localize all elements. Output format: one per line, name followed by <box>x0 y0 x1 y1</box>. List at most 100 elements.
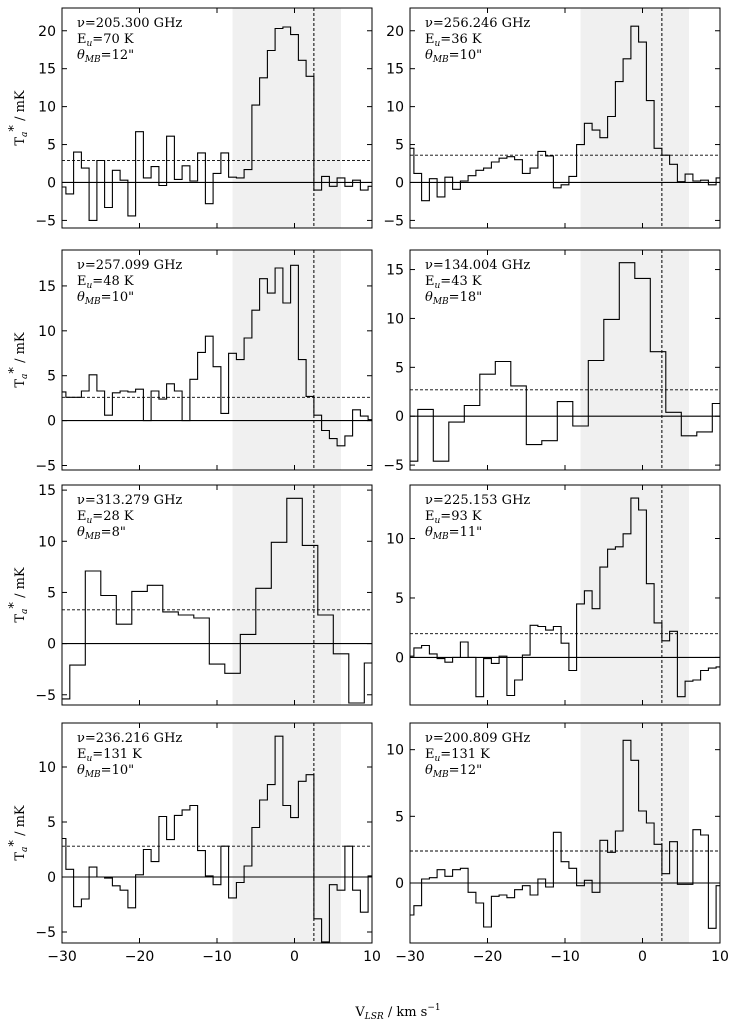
beam-value: =10" <box>101 763 134 778</box>
beam-size-label: θMB=11" <box>425 525 482 542</box>
y-tick-label: 20 <box>38 24 56 40</box>
ylabel-symbol: T <box>13 852 28 861</box>
y-tick-label: −5 <box>35 213 56 229</box>
y-tick-label: 5 <box>395 591 404 607</box>
eu-symbol: E <box>77 509 87 524</box>
x-tick-label: −30 <box>395 949 425 965</box>
beam-symbol: θ <box>425 48 433 63</box>
ylabel-units: / mK <box>13 332 28 367</box>
upper-energy-label: Eu=43 K <box>425 274 482 291</box>
eu-subscript: u <box>435 754 441 764</box>
y-tick-label: 0 <box>395 175 404 191</box>
x-tick-label: 10 <box>711 949 729 965</box>
x-tick-label: 0 <box>638 949 647 965</box>
beam-value: =12" <box>101 48 134 63</box>
y-axis-title: Ta* / mK <box>7 332 30 388</box>
x-tick-label: −20 <box>473 949 503 965</box>
y-tick-label: 10 <box>386 743 404 759</box>
ylabel-symbol: T <box>13 379 28 388</box>
x-tick-label: −20 <box>125 949 155 965</box>
eu-symbol: E <box>425 509 435 524</box>
beam-value: =10" <box>449 48 482 63</box>
eu-value: =131 K <box>440 747 490 762</box>
beam-symbol: θ <box>425 290 433 305</box>
y-tick-label: 5 <box>47 585 56 601</box>
frequency-label: ν=205.300 GHz <box>77 16 182 31</box>
y-tick-label: 15 <box>38 279 56 295</box>
ylabel-units: / mK <box>13 90 28 125</box>
x-tick-label: 0 <box>290 949 299 965</box>
eu-value: =93 K <box>440 509 482 524</box>
beam-symbol: θ <box>77 763 85 778</box>
velocity-range-shade <box>580 485 689 705</box>
upper-energy-label: Eu=93 K <box>425 509 482 526</box>
y-tick-label: 15 <box>386 263 404 279</box>
eu-symbol: E <box>425 274 435 289</box>
beam-subscript: MB <box>432 770 449 780</box>
y-tick-label: 5 <box>47 369 56 385</box>
y-tick-label: 10 <box>386 100 404 116</box>
ylabel-subscript: a <box>20 609 30 614</box>
y-tick-label: 5 <box>47 815 56 831</box>
y-tick-label: 0 <box>47 870 56 886</box>
eu-subscript: u <box>435 281 441 291</box>
y-tick-label: 10 <box>386 532 404 548</box>
panel-plot-area <box>62 250 372 470</box>
beam-symbol: θ <box>77 48 85 63</box>
eu-subscript: u <box>87 516 93 526</box>
y-tick-label: 0 <box>47 175 56 191</box>
panel-plot-area <box>62 8 372 228</box>
eu-symbol: E <box>425 32 435 47</box>
ylabel-subscript: a <box>20 847 30 852</box>
y-tick-label: 15 <box>386 62 404 78</box>
y-tick-label: 0 <box>395 650 404 666</box>
beam-subscript: MB <box>84 770 101 780</box>
beam-value: =11" <box>449 525 482 540</box>
upper-energy-label: Eu=70 K <box>77 32 134 49</box>
ylabel-superscript: * <box>7 840 22 847</box>
y-tick-label: −5 <box>383 458 404 474</box>
upper-energy-label: Eu=48 K <box>77 274 134 291</box>
spectrum-series <box>410 25 720 202</box>
eu-subscript: u <box>435 39 441 49</box>
panel-plot-area <box>410 485 720 705</box>
frequency-label: ν=200.809 GHz <box>425 731 530 746</box>
y-tick-label: 20 <box>386 24 404 40</box>
velocity-range-shade <box>232 8 341 228</box>
ylabel-units: / mK <box>13 567 28 602</box>
beam-subscript: MB <box>432 297 449 307</box>
y-tick-label: 0 <box>47 637 56 653</box>
x-tick-label: −10 <box>550 949 580 965</box>
y-tick-label: 10 <box>38 324 56 340</box>
velocity-range-shade <box>580 723 689 943</box>
beam-symbol: θ <box>425 763 433 778</box>
spectrum-series <box>62 26 372 221</box>
beam-value: =10" <box>101 290 134 305</box>
frequency-label: ν=257.099 GHz <box>77 258 182 273</box>
beam-subscript: MB <box>84 297 101 307</box>
frequency-label: ν=236.216 GHz <box>77 731 182 746</box>
ylabel-symbol: T <box>13 137 28 146</box>
beam-size-label: θMB=8" <box>77 525 126 542</box>
beam-subscript: MB <box>432 532 449 542</box>
ylabel-subscript: a <box>20 132 30 137</box>
eu-value: =43 K <box>440 274 482 289</box>
eu-subscript: u <box>435 516 441 526</box>
y-tick-label: −5 <box>383 213 404 229</box>
frequency-label: ν=225.153 GHz <box>425 493 530 508</box>
y-tick-label: 10 <box>38 534 56 550</box>
y-tick-label: 0 <box>395 876 404 892</box>
beam-size-label: θMB=12" <box>425 763 482 780</box>
y-tick-label: −5 <box>35 688 56 704</box>
y-axis-title: Ta* / mK <box>7 805 30 861</box>
beam-size-label: θMB=12" <box>77 48 134 65</box>
ylabel-symbol: T <box>13 614 28 623</box>
y-axis-title: Ta* / mK <box>7 90 30 146</box>
eu-value: =36 K <box>440 32 482 47</box>
